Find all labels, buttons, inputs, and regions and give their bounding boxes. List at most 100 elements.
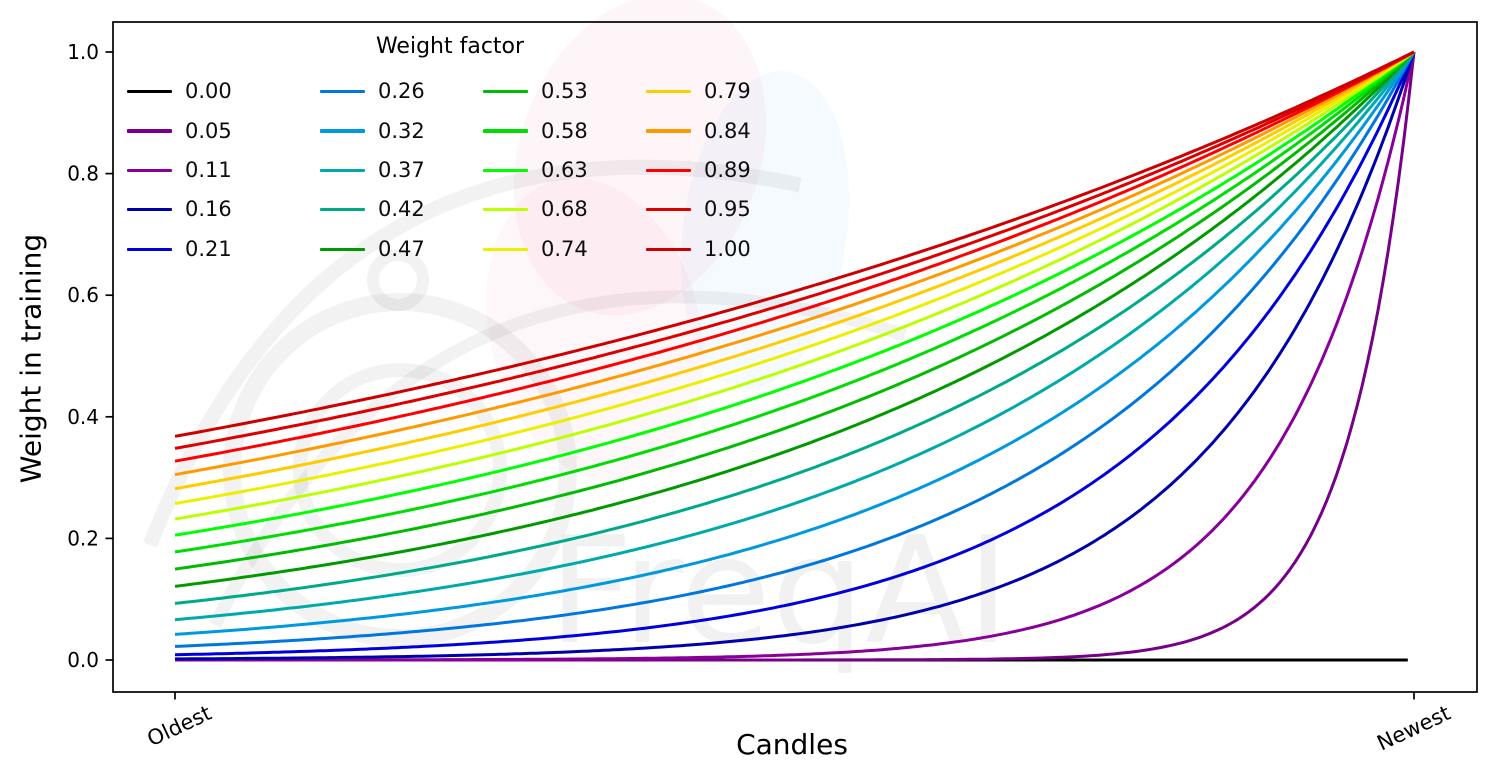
legend-swatch-line: [646, 208, 691, 212]
y-ticks: 0.0 0.2 0.4 0.6 0.8 1.0: [67, 40, 113, 672]
curve-factor-0.37: [174, 51, 1416, 622]
y-tick-label: 0.2: [67, 526, 99, 550]
legend-swatch-line: [127, 208, 172, 212]
legend-label: 0.47: [378, 236, 425, 261]
curve-factor-0.21: [174, 51, 1416, 657]
curve-factor-0.89: [174, 50, 1415, 463]
legend-item: 0.21: [127, 236, 320, 261]
legend-label: 0.16: [185, 197, 232, 222]
legend: Weight factor 0.00 0.05 0.11 0.16 0.21 0.26 0.…: [122, 34, 778, 269]
legend-swatch-line: [127, 247, 172, 251]
curve-factor-0.42: [174, 51, 1416, 605]
legend-swatch-line: [320, 168, 365, 173]
curve-factor-0.58: [174, 50, 1415, 554]
legend-swatch-line: [646, 90, 691, 94]
legend-swatch-line: [320, 90, 365, 94]
legend-label: 0.00: [185, 79, 232, 104]
legend-label: 0.37: [378, 157, 425, 182]
legend-swatch-line: [320, 208, 365, 212]
legend-label: 0.84: [704, 118, 751, 143]
axes-frame: [112, 21, 1478, 693]
legend-swatch-line: [483, 247, 528, 251]
legend-title: Weight factor: [375, 34, 525, 59]
curve-factor-0.47: [174, 50, 1416, 588]
legend-label: 0.05: [185, 118, 232, 143]
legend-label: 0.53: [541, 79, 588, 104]
legend-label: 0.63: [541, 157, 588, 182]
legend-label: 0.32: [378, 118, 425, 143]
legend-label: 0.21: [185, 236, 232, 261]
curve-factor-0.11: [175, 51, 1416, 662]
legend-item: 0.74: [483, 236, 646, 261]
legend-item: 1.00: [646, 236, 786, 261]
legend-label: 0.68: [541, 197, 588, 222]
legend-swatch-line: [127, 168, 172, 173]
curve-factor-0.68: [174, 50, 1415, 521]
curve-factor-0.32: [174, 51, 1416, 636]
y-tick-label: 0.6: [67, 283, 99, 307]
legend-label: 0.58: [541, 118, 588, 143]
legend-item: 0.79: [646, 81, 786, 102]
legend-item: 0.42: [320, 199, 483, 220]
legend-item: 0.63: [483, 157, 646, 182]
legend-swatch-line: [320, 247, 365, 251]
legend-item: 0.05: [127, 118, 320, 143]
legend-item: 0.16: [127, 199, 320, 220]
legend-item: 0.47: [320, 236, 483, 261]
legend-label: 0.42: [378, 197, 425, 222]
legend-item: 0.89: [646, 157, 786, 182]
legend-label: 0.79: [704, 79, 751, 104]
curve-factor-0.95: [174, 50, 1415, 450]
watermark-logo-circle-icon: [223, 293, 577, 647]
curve-factor-0.53: [174, 50, 1416, 571]
curve-factor-0.79: [174, 50, 1415, 491]
legend-swatch-line: [483, 208, 528, 212]
curve-factor-0.74: [174, 50, 1415, 505]
legend-swatch-line: [646, 247, 691, 251]
legend-label: 0.74: [541, 236, 588, 261]
curves: [174, 50, 1416, 662]
y-axis-label: Weight in training: [14, 233, 48, 484]
x-tick-label-oldest: Oldest: [144, 701, 216, 751]
y-tick-label: 0.8: [67, 162, 99, 186]
curve-factor-0.26: [174, 51, 1416, 648]
curve-factor-0.16: [175, 51, 1416, 661]
y-tick-label: 1.0: [67, 40, 99, 64]
x-tick-label-newest: Newest: [1373, 701, 1454, 756]
legend-label: 0.89: [704, 157, 751, 182]
watermark-wing-icon: [209, 290, 907, 628]
watermark-text: FreqAI: [548, 505, 1010, 677]
legend-swatch-line: [646, 168, 691, 173]
legend-item: 0.84: [646, 118, 786, 143]
legend-label: 1.00: [704, 236, 751, 261]
legend-swatch-line: [127, 90, 172, 94]
legend-item: 0.68: [483, 199, 646, 220]
legend-label: 0.95: [704, 197, 751, 222]
watermark-logo-crown-icon: [367, 249, 429, 311]
curve-factor-0.63: [174, 50, 1415, 537]
legend-swatch-line: [646, 129, 691, 133]
y-tick-label: 0.0: [67, 648, 99, 672]
watermark-leaf-pink-icon: [513, 0, 767, 316]
legend-grid: 0.00 0.05 0.11 0.16 0.21 0.26 0.32 0.37 0.42 0.47…: [122, 72, 778, 269]
legend-item: 0.95: [646, 199, 786, 220]
legend-swatch-line: [320, 129, 365, 133]
legend-swatch-line: [483, 90, 528, 94]
legend-item: 0.32: [320, 118, 483, 143]
curve-factor-0.84: [174, 50, 1415, 477]
legend-item: 0.37: [320, 157, 483, 182]
legend-swatch-line: [127, 129, 172, 133]
x-axis-label: Candles: [736, 728, 848, 761]
curve-factor-1.00: [174, 50, 1415, 438]
legend-item: 0.26: [320, 81, 483, 102]
legend-item: 0.00: [127, 81, 320, 102]
watermark-wing-icon: [143, 159, 802, 548]
legend-item: 0.11: [127, 157, 320, 182]
y-tick-label: 0.4: [67, 405, 99, 429]
legend-label: 0.11: [185, 157, 232, 182]
legend-swatch-line: [483, 168, 528, 173]
legend-item: 0.53: [483, 81, 646, 102]
legend-label: 0.26: [378, 79, 425, 104]
